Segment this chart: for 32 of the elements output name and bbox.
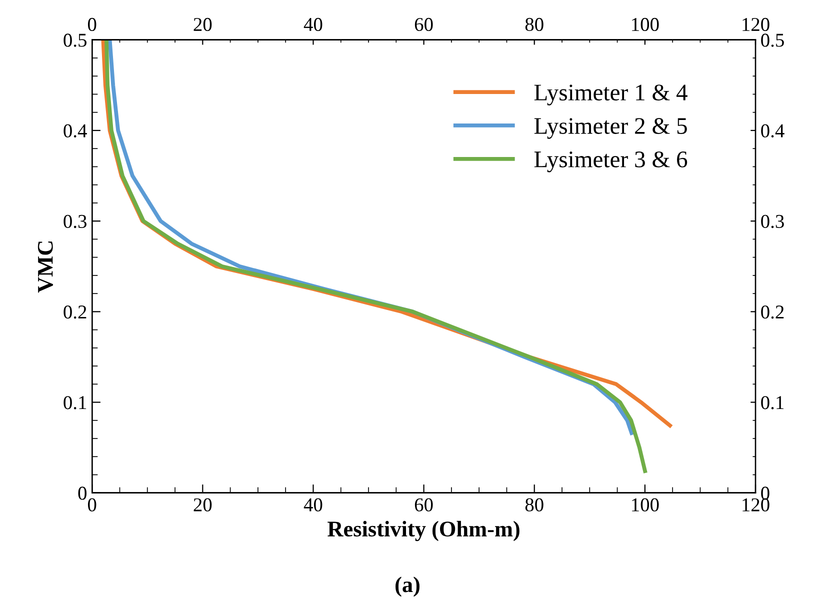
legend-label: Lysimeter 2 & 5 [534,118,687,139]
x2-tick-label: 80 [525,18,544,32]
x-tick-label: 20 [194,498,212,512]
y-tick-label: 0.5 [64,34,86,47]
x2-tick-label: 0 [88,18,96,32]
y-tick-label: 0 [78,486,86,500]
y2-tick-label: 0.2 [761,305,784,319]
y2-tick-label: 0 [761,486,770,500]
y2-tick-label: 0.1 [761,396,784,410]
y-tick-label: 0.2 [64,305,86,319]
y2-tick-label: 0.4 [761,124,784,138]
x2-tick-label: 120 [742,18,770,32]
y2-tick-label: 0.5 [761,34,784,47]
x-tick-label: 120 [742,498,770,512]
text: (a) [396,576,420,597]
y2-tick-label: 0.3 [761,214,784,228]
y-tick-label: 0.4 [64,124,87,138]
x-tick-label: 40 [304,498,322,512]
x-tick-label: 80 [525,498,544,512]
x-tick-label: 60 [414,498,433,512]
legend-label: Lysimeter 1 & 4 [534,84,688,106]
x2-tick-label: 60 [414,18,433,32]
x2-tick-label: 100 [632,18,659,32]
x-tick-label: 100 [632,498,659,512]
x-axis-title: Resistivity (Ohm-m) [328,520,520,542]
x2-tick-label: 40 [304,18,322,32]
y-axis-title: VMC [38,242,53,293]
x-tick-label: 0 [88,498,96,512]
y-tick-label: 0.3 [64,214,86,228]
y-tick-label: 0.1 [64,396,86,410]
legend-label: Lysimeter 3 & 6 [534,151,688,172]
x2-tick-label: 20 [194,18,212,32]
